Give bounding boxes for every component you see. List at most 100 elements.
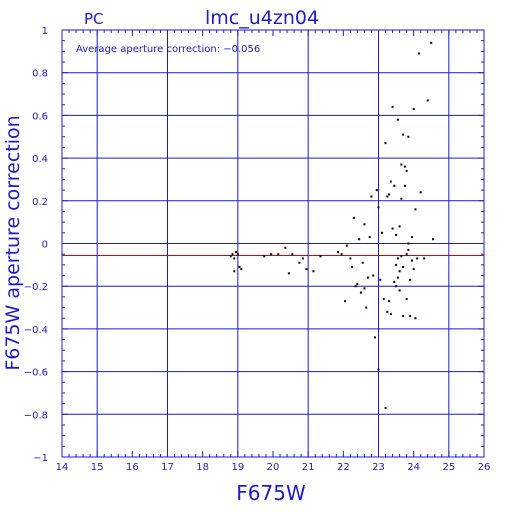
x-tick-label: 16 — [126, 462, 139, 473]
data-point — [389, 312, 392, 315]
data-point — [432, 238, 435, 241]
data-point — [396, 257, 399, 260]
y-tick-label: 1 — [42, 26, 48, 37]
data-point — [402, 315, 405, 318]
x-tick-label: 14 — [56, 462, 69, 473]
data-point — [270, 253, 273, 256]
data-point — [345, 244, 348, 247]
data-point — [377, 368, 380, 371]
data-points — [229, 41, 435, 409]
y-tick-label: 0.6 — [32, 111, 48, 122]
data-point — [416, 257, 419, 260]
data-point — [349, 257, 352, 260]
data-point — [301, 257, 304, 260]
x-tick-label: 22 — [337, 462, 350, 473]
data-point — [287, 272, 290, 275]
data-point — [393, 280, 396, 283]
data-point — [233, 257, 236, 260]
chart-title: lmc_u4zn04 — [205, 7, 319, 29]
data-point — [414, 317, 417, 320]
y-tick-label: 0.2 — [32, 197, 48, 208]
data-point — [381, 231, 384, 234]
data-point — [372, 274, 375, 277]
data-point — [263, 255, 266, 258]
data-point — [396, 118, 399, 121]
data-point — [403, 184, 406, 187]
data-point — [410, 236, 413, 239]
data-point — [405, 253, 408, 256]
data-point — [423, 257, 426, 260]
data-point — [395, 263, 398, 266]
data-point — [291, 253, 294, 256]
data-point — [384, 406, 387, 409]
data-point — [419, 191, 422, 194]
y-tick-label: −0.8 — [24, 410, 48, 421]
y-tick-label: −1 — [33, 453, 48, 464]
data-point — [407, 135, 410, 138]
data-point — [391, 105, 394, 108]
x-axis-ticks: 14 15 16 17 18 19 20 21 22 23 24 25 26 — [56, 30, 491, 473]
data-point — [395, 285, 398, 288]
data-point — [370, 195, 373, 198]
data-point — [358, 238, 361, 241]
x-tick-label: 25 — [442, 462, 455, 473]
data-point — [430, 41, 433, 44]
data-point — [351, 265, 354, 268]
y-tick-label: −0.6 — [24, 368, 48, 379]
data-point — [417, 52, 420, 55]
plot-grid — [62, 30, 484, 457]
data-point — [319, 255, 322, 258]
data-point — [236, 253, 239, 256]
data-point — [388, 300, 391, 303]
y-tick-label: 0.4 — [32, 154, 48, 165]
data-point — [391, 227, 394, 230]
data-point — [356, 283, 359, 286]
data-point — [363, 287, 366, 290]
data-point — [240, 268, 243, 271]
data-point — [405, 169, 408, 172]
data-point — [363, 223, 366, 226]
y-axis-ticks: −1 −0.8 −0.6 −0.4 −0.2 0 0.2 0.4 0.6 0.8 1 — [24, 26, 484, 464]
data-point — [229, 255, 232, 258]
data-point — [400, 255, 403, 258]
data-point — [410, 259, 413, 262]
data-point — [414, 208, 417, 211]
data-point — [373, 336, 376, 339]
data-point — [398, 270, 401, 273]
data-point — [407, 242, 410, 245]
data-point — [337, 251, 340, 254]
y-tick-label: −0.4 — [24, 325, 48, 336]
data-point — [388, 193, 391, 196]
y-tick-label: 0.8 — [32, 69, 48, 80]
data-point — [377, 206, 380, 209]
data-point — [298, 261, 301, 264]
data-point — [389, 180, 392, 183]
data-point — [407, 248, 410, 251]
data-point — [379, 278, 382, 281]
data-point — [412, 268, 415, 271]
data-point — [412, 107, 415, 110]
x-tick-label: 26 — [478, 462, 491, 473]
data-point — [365, 306, 368, 309]
data-point — [400, 197, 403, 200]
camera-label: PC — [84, 10, 104, 28]
x-tick-label: 23 — [372, 462, 385, 473]
data-point — [409, 315, 412, 318]
data-point — [409, 278, 412, 281]
data-point — [426, 99, 429, 102]
data-point — [396, 276, 399, 279]
data-point — [238, 265, 241, 268]
data-point — [393, 184, 396, 187]
data-point — [368, 236, 371, 239]
data-point — [398, 289, 401, 292]
data-point — [403, 165, 406, 168]
x-tick-label: 15 — [91, 462, 104, 473]
data-point — [400, 163, 403, 166]
x-tick-label: 19 — [231, 462, 244, 473]
data-point — [405, 298, 408, 301]
x-tick-label: 21 — [302, 462, 315, 473]
data-point — [395, 233, 398, 236]
data-point — [384, 142, 387, 145]
data-point — [354, 285, 357, 288]
